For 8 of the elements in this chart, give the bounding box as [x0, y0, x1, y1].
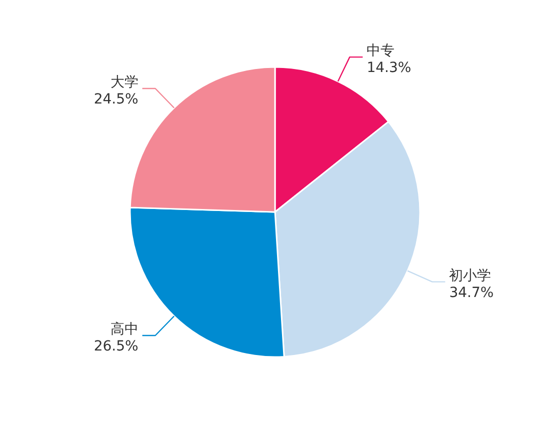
data-label: 14.3% — [366, 60, 412, 76]
slice-label: 大学 — [110, 74, 138, 90]
data-label: 24.5% — [94, 91, 138, 108]
slice-label: 高中 — [110, 322, 138, 338]
data-label: 34.7% — [449, 284, 494, 301]
slice-label: 中专 — [366, 43, 395, 60]
slice-label: 初小学 — [449, 268, 492, 284]
data-label: 26.5% — [94, 338, 138, 355]
